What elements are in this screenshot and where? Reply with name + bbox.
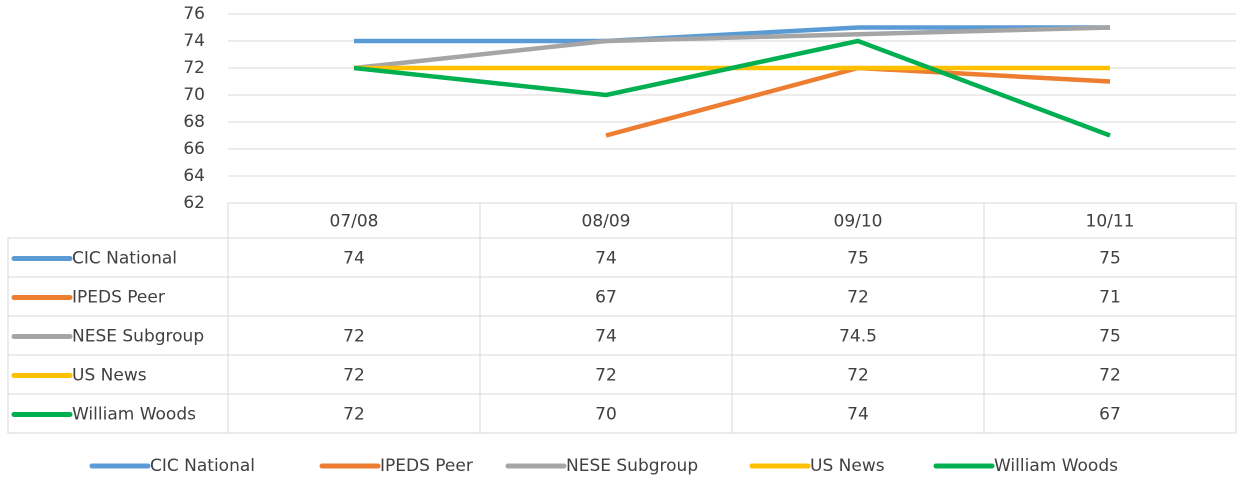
table-value: 72 (343, 405, 365, 425)
table-value: 71 (1099, 288, 1121, 308)
legend-label: IPEDS Peer (380, 456, 473, 476)
table-value: 70 (595, 405, 617, 425)
table-value: 67 (1099, 405, 1121, 425)
table-value: 74.5 (839, 327, 877, 347)
y-tick-label: 68 (183, 112, 205, 132)
table-value: 72 (1099, 366, 1121, 386)
table-value: 72 (343, 327, 365, 347)
series-line (354, 25, 1110, 44)
table-value: 75 (1099, 249, 1121, 269)
y-tick-label: 62 (183, 193, 205, 213)
series-line (353, 38, 1111, 138)
legend-label: CIC National (150, 456, 255, 476)
table-series-name: IPEDS Peer (72, 288, 165, 308)
legend-label: NESE Subgroup (566, 456, 698, 476)
series-line (353, 25, 1111, 71)
table-series-name: NESE Subgroup (72, 327, 204, 347)
table-value: 67 (595, 288, 617, 308)
table-value: 74 (343, 249, 365, 269)
table-value: 74 (595, 327, 617, 347)
x-tick-label: 10/11 (1086, 212, 1135, 232)
table-value: 75 (847, 249, 869, 269)
x-tick-label: 07/08 (330, 212, 379, 232)
table-value: 74 (595, 249, 617, 269)
y-tick-label: 76 (183, 4, 205, 24)
x-tick-label: 08/09 (582, 212, 631, 232)
legend-label: William Woods (994, 456, 1118, 476)
table-series-name: William Woods (72, 405, 196, 425)
table-value: 75 (1099, 327, 1121, 347)
y-tick-label: 70 (183, 85, 205, 105)
table-series-name: CIC National (72, 249, 177, 269)
table-value: 72 (343, 366, 365, 386)
table-value: 74 (847, 405, 869, 425)
y-tick-label: 72 (183, 58, 205, 78)
legend-label: US News (810, 456, 885, 476)
table-value: 72 (847, 288, 869, 308)
y-tick-label: 64 (183, 166, 205, 186)
table-value: 72 (595, 366, 617, 386)
table-border (7, 237, 1237, 434)
y-tick-label: 66 (183, 139, 205, 159)
table-value: 72 (847, 366, 869, 386)
x-tick-label: 09/10 (834, 212, 883, 232)
y-tick-label: 74 (183, 31, 205, 51)
table-series-name: US News (72, 366, 147, 386)
